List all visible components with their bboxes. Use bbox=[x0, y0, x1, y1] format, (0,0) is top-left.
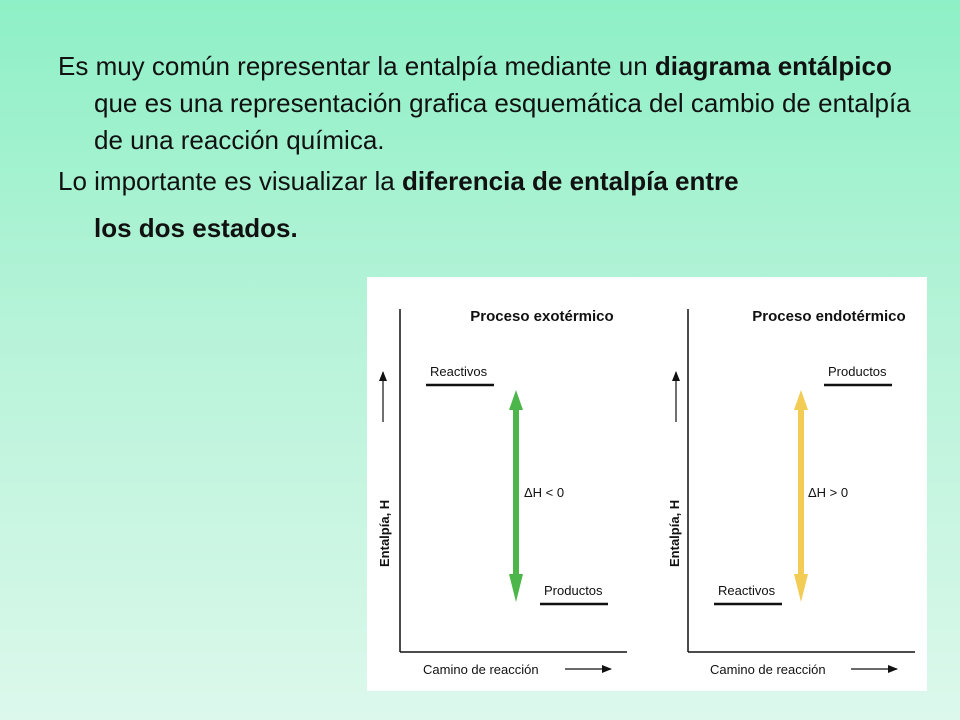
explanation-text: Es muy común representar la entalpía med… bbox=[58, 48, 918, 247]
exo-delta-h-arrow bbox=[509, 390, 523, 602]
paragraph-2: Lo importante es visualizar la diferenci… bbox=[58, 163, 918, 200]
exothermic-title: Proceso exotérmico bbox=[470, 308, 613, 325]
p2-bold-term: diferencia de entalpía entre bbox=[401, 166, 739, 196]
enthalpy-diagrams-svg: Proceso exotérmico Entalpía, H Camino de… bbox=[377, 308, 915, 677]
p1-text-a: Es muy común representar la entalpía med… bbox=[58, 51, 655, 81]
exo-x-label: Camino de reacción bbox=[423, 662, 539, 677]
p1-bold-term: diagrama entálpico bbox=[654, 51, 892, 81]
endothermic-diagram: Proceso endotérmico Entalpía, H Camino d… bbox=[667, 308, 915, 677]
endothermic-title: Proceso endotérmico bbox=[752, 308, 905, 325]
endo-delta-h-arrow bbox=[794, 390, 808, 602]
p2-text-a: Lo importante es visualizar la bbox=[58, 166, 402, 196]
exothermic-diagram: Proceso exotérmico Entalpía, H Camino de… bbox=[377, 308, 627, 677]
endo-y-label: Entalpía, H bbox=[667, 500, 682, 567]
endo-delta-h-label: ΔH > 0 bbox=[808, 485, 848, 500]
exo-products-label: Productos bbox=[544, 583, 603, 598]
exo-y-label: Entalpía, H bbox=[377, 500, 392, 567]
p1-text-b: que es una representación grafica esquem… bbox=[94, 88, 911, 155]
endo-reactants-label: Reactivos bbox=[718, 583, 776, 598]
paragraph-1: Es muy común representar la entalpía med… bbox=[58, 48, 918, 159]
enthalpy-diagram-figure: Proceso exotérmico Entalpía, H Camino de… bbox=[367, 277, 927, 691]
endo-x-label: Camino de reacción bbox=[710, 662, 826, 677]
endo-products-label: Productos bbox=[828, 364, 887, 379]
paragraph-2-continuation: los dos estados. bbox=[94, 213, 298, 243]
exo-delta-h-label: ΔH < 0 bbox=[524, 485, 564, 500]
exo-reactants-label: Reactivos bbox=[430, 364, 488, 379]
